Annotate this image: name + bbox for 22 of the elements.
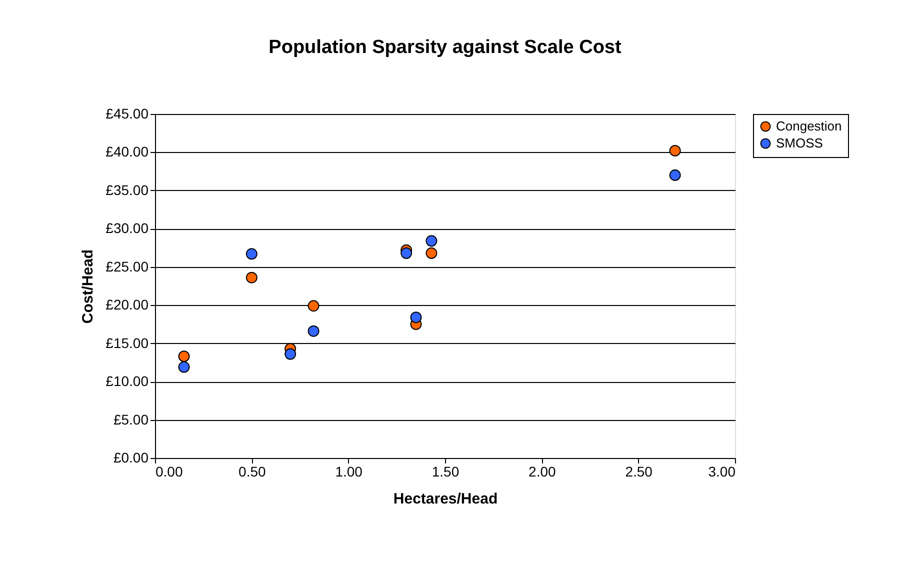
legend-label: Congestion [776,118,842,134]
x-tick-label: 3.00 [708,464,736,480]
y-tick-label: £0.00 [113,450,149,466]
y-axis-title: Cost/Head [80,249,97,324]
x-axis-title: Hectares/Head [393,490,498,508]
legend-label: SMOSS [776,136,824,150]
y-tick-label: £30.00 [106,220,149,236]
x-tick-label: 1.00 [335,464,363,480]
x-tick-label: 0.00 [156,464,183,480]
y-tick-label: £25.00 [106,258,149,274]
x-tick-label: 0.50 [238,464,266,480]
y-tick-label: £40.00 [106,144,149,160]
y-tick-label: £10.00 [106,373,149,390]
x-tick-label: 2.00 [528,464,556,480]
chart-title: Population Sparsity against Scale Cost [268,37,622,58]
y-tick-label: £15.00 [106,334,149,351]
y-tick-label: £35.00 [106,182,149,198]
x-tick-label: 1.50 [432,464,460,480]
y-tick-label: £5.00 [113,411,149,428]
x-tick-label: 2.50 [625,464,653,480]
y-tick-label: £20.00 [106,296,149,313]
y-tick-label: £45.00 [106,106,149,122]
